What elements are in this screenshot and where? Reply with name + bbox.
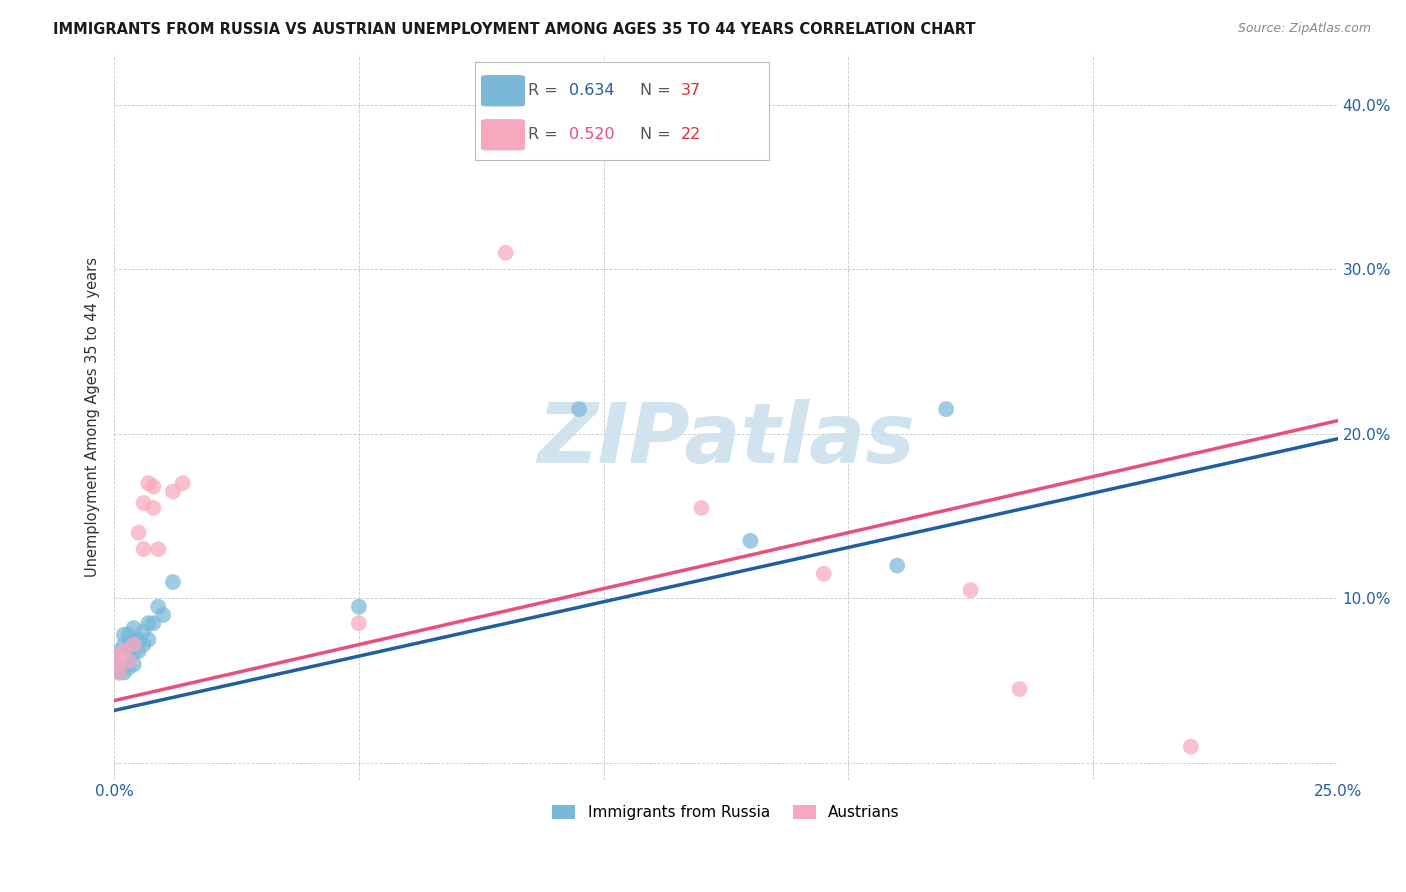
Point (110, 660, 132, 674)
Point (162, 574, 184, 589)
Point (122, 638, 145, 652)
Point (142, 500, 165, 515)
Point (122, 657, 145, 672)
Point (118, 660, 141, 674)
Point (813, 566, 835, 581)
Point (142, 479, 165, 493)
Point (138, 632, 160, 647)
Text: IMMIGRANTS FROM RUSSIA VS AUSTRIAN UNEMPLOYMENT AMONG AGES 35 TO 44 YEARS CORREL: IMMIGRANTS FROM RUSSIA VS AUSTRIAN UNEMP… (53, 22, 976, 37)
Point (112, 644, 135, 658)
Point (108, 665, 131, 680)
Point (347, 616, 370, 631)
Point (347, 599, 370, 614)
Point (110, 657, 132, 672)
Point (108, 644, 131, 658)
Point (1008, 681, 1031, 696)
Point (108, 649, 131, 664)
Point (148, 542, 170, 557)
Point (112, 657, 135, 672)
Point (172, 476, 194, 491)
Point (132, 638, 155, 652)
Point (132, 542, 155, 557)
Point (132, 624, 155, 639)
Point (128, 644, 150, 658)
Point (122, 646, 145, 660)
Point (886, 558, 908, 573)
Point (122, 621, 145, 635)
Point (118, 654, 141, 668)
Point (138, 476, 160, 491)
Point (115, 654, 138, 668)
Point (162, 484, 184, 499)
Point (108, 654, 131, 668)
Point (935, 402, 957, 417)
Point (959, 583, 981, 598)
Legend: Immigrants from Russia, Austrians: Immigrants from Russia, Austrians (547, 799, 905, 826)
Point (105, 657, 128, 672)
Point (128, 632, 150, 647)
Point (148, 599, 170, 614)
Point (128, 525, 150, 540)
Point (138, 616, 160, 631)
Point (690, 500, 713, 515)
Point (112, 638, 135, 652)
Point (740, 533, 762, 548)
Point (132, 496, 155, 510)
Point (118, 628, 141, 642)
Y-axis label: Unemployment Among Ages 35 to 44 years: Unemployment Among Ages 35 to 44 years (86, 258, 100, 577)
Text: Source: ZipAtlas.com: Source: ZipAtlas.com (1237, 22, 1371, 36)
Point (1180, 739, 1202, 754)
Point (112, 665, 135, 680)
Point (118, 649, 141, 664)
Point (152, 607, 174, 622)
Point (110, 649, 132, 664)
Point (105, 664, 128, 678)
Point (112, 649, 135, 664)
Point (107, 657, 129, 672)
Point (142, 616, 165, 631)
Point (118, 640, 141, 655)
Point (108, 665, 131, 680)
Text: ZIPatlas: ZIPatlas (537, 399, 915, 480)
Point (495, 245, 517, 260)
Point (568, 402, 591, 417)
Point (122, 634, 145, 648)
Point (112, 628, 135, 642)
